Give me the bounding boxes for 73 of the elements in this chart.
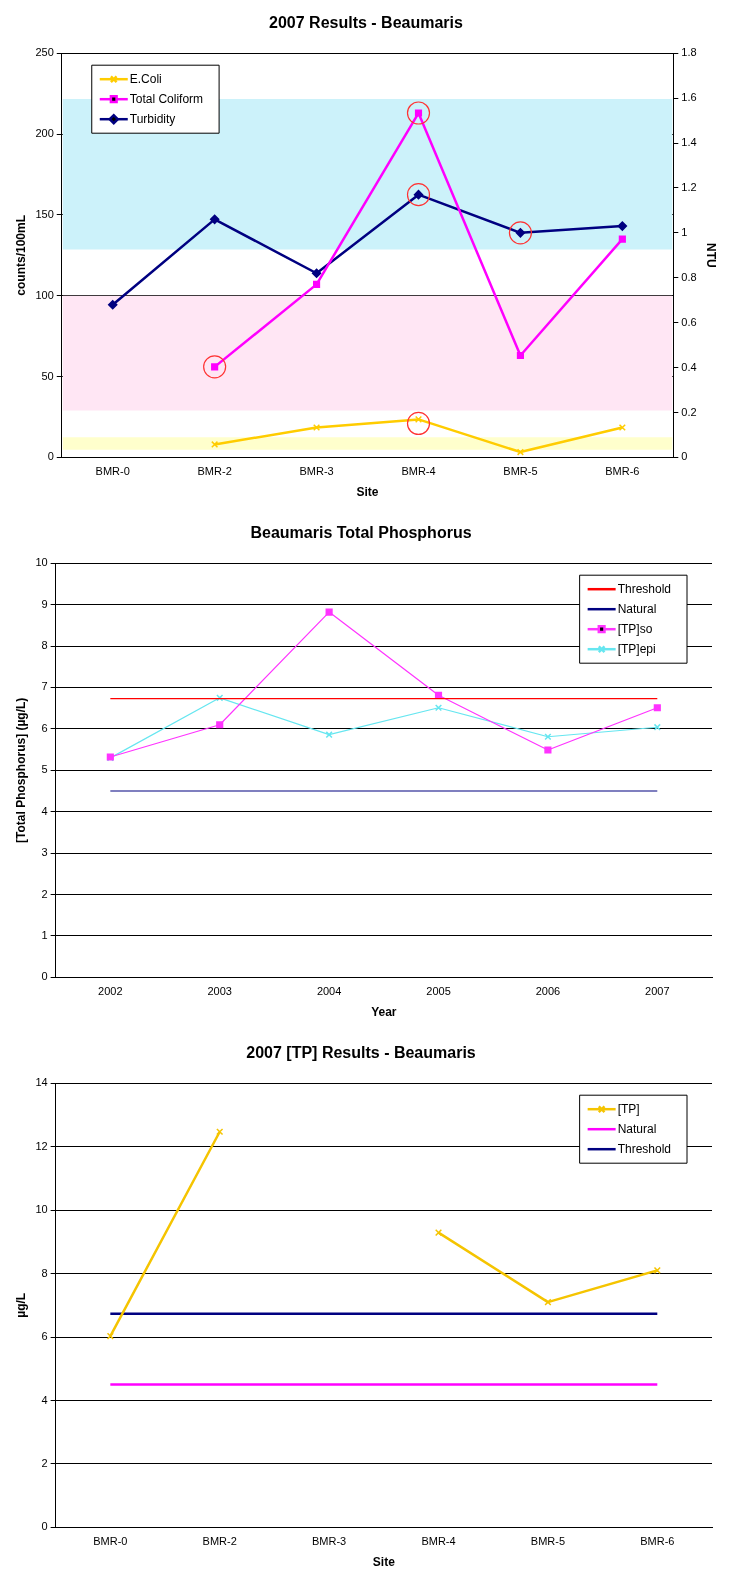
y-tick-label: 50 — [41, 369, 54, 382]
x-tick-label: BMR-2 — [202, 1535, 237, 1548]
y-tick-label: 200 — [35, 127, 54, 140]
y-tick-label: 0 — [41, 970, 48, 983]
y-tick-label: 8 — [41, 639, 48, 652]
x-tick-label: 2006 — [535, 985, 561, 998]
y2-tick-label: 1.4 — [681, 136, 697, 149]
x-tick-label: BMR-2 — [197, 465, 232, 478]
y2-tick-label: 1.6 — [681, 91, 697, 104]
x-axis-title: Site — [372, 1555, 396, 1570]
y2-tick-label: 0.6 — [681, 315, 697, 328]
y2-tick-label: 0.8 — [681, 270, 697, 283]
legend-label: Natural — [617, 1121, 657, 1136]
y-tick-label: 4 — [41, 1393, 48, 1406]
y-tick-label: 14 — [35, 1076, 48, 1089]
x-axis-title: Site — [356, 485, 379, 500]
y-tick-label: 0 — [47, 450, 54, 463]
x-tick-label: 2004 — [316, 985, 342, 998]
y-tick-label: 8 — [41, 1266, 48, 1279]
y-tick-label: 10 — [35, 556, 48, 569]
legend-label: Threshold — [617, 1141, 672, 1156]
y2-axis-title: NTU — [704, 242, 719, 268]
y-tick-label: 7 — [41, 680, 48, 693]
y-axis-title: µg/L — [13, 1292, 28, 1318]
y-tick-label: 150 — [35, 207, 54, 220]
legend-label: Total Coliform — [129, 91, 204, 106]
y2-tick-label: 0 — [681, 450, 688, 463]
legend-label: [TP] — [617, 1101, 640, 1116]
x-tick-label: BMR-0 — [95, 465, 130, 478]
y-tick-label: 4 — [41, 804, 48, 817]
legend-label: Natural — [617, 601, 657, 616]
y2-tick-label: 1.2 — [681, 180, 697, 193]
chart-title: Beaumaris Total Phosphorus — [250, 524, 472, 542]
x-tick-label: BMR-6 — [605, 465, 640, 478]
y-axis-title: counts/100mL — [13, 214, 28, 296]
legend-label: [TP]so — [617, 621, 653, 636]
y-tick-label: 2 — [41, 1456, 48, 1469]
x-tick-label: BMR-0 — [93, 1535, 128, 1548]
y-tick-label: 6 — [41, 1330, 48, 1343]
x-tick-label: BMR-4 — [401, 465, 436, 478]
y-tick-label: 100 — [35, 288, 54, 301]
x-tick-label: BMR-5 — [503, 465, 538, 478]
y-tick-label: 10 — [35, 1203, 48, 1216]
legend-label: E.Coli — [129, 71, 162, 86]
y2-tick-label: 0.4 — [681, 360, 697, 373]
x-tick-label: 2007 — [645, 985, 670, 998]
y-tick-label: 12 — [35, 1139, 48, 1152]
x-tick-label: 2005 — [426, 985, 451, 998]
y-tick-label: 1 — [41, 929, 48, 942]
y-tick-label: 3 — [41, 846, 48, 859]
y2-tick-label: 0.2 — [681, 405, 697, 418]
y2-tick-label: 1 — [681, 225, 688, 238]
y-tick-label: 9 — [41, 597, 48, 610]
x-tick-label: BMR-3 — [299, 465, 334, 478]
y-tick-label: 5 — [41, 763, 48, 776]
x-tick-label: 2002 — [98, 985, 123, 998]
legend-label: Turbidity — [129, 111, 176, 126]
legend-label: Threshold — [617, 581, 672, 596]
y-tick-label: 0 — [41, 1520, 48, 1533]
chart-title: 2007 Results - Beaumaris — [269, 14, 464, 32]
y-axis-title: [Total Phosphorus] (µg/L) — [13, 697, 28, 843]
x-tick-label: BMR-5 — [530, 1535, 566, 1548]
x-tick-label: 2003 — [207, 985, 232, 998]
x-tick-label: BMR-4 — [421, 1535, 456, 1548]
x-axis-title: Year — [371, 1005, 397, 1020]
chart-title: 2007 [TP] Results - Beaumaris — [246, 1044, 476, 1062]
y2-tick-label: 1.8 — [681, 46, 697, 59]
x-tick-label: BMR-6 — [640, 1535, 675, 1548]
y-tick-label: 6 — [41, 721, 48, 734]
x-tick-label: BMR-3 — [312, 1535, 347, 1548]
y-tick-label: 250 — [35, 46, 54, 59]
y-tick-label: 2 — [41, 887, 48, 900]
legend-label: [TP]epi — [617, 641, 656, 656]
